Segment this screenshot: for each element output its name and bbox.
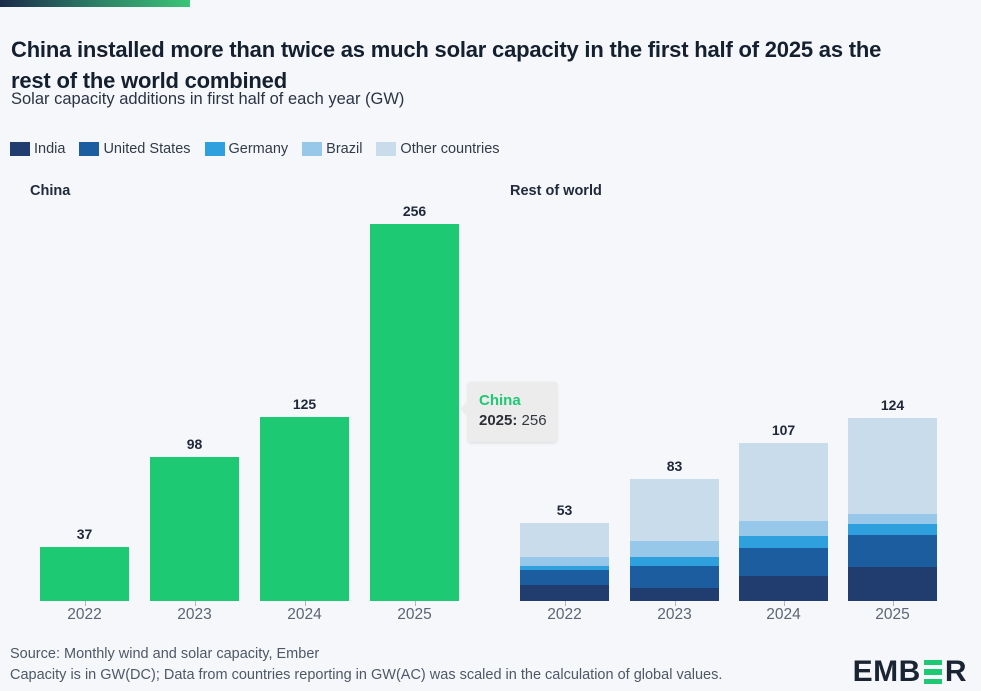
bar-segment-other-countries-2023[interactable]	[630, 478, 719, 541]
bar-segment-germany-2022[interactable]	[520, 565, 609, 571]
bar-rest-of-world-2025[interactable]	[848, 418, 937, 601]
ember-logo-text-r: R	[944, 655, 967, 688]
bar-value-label-china-2023: 98	[186, 435, 203, 452]
legend-item-brazil: Brazil	[302, 141, 362, 157]
legend-item-other-countries: Other countries	[376, 141, 500, 157]
chart-tooltip: China 2025: 256	[460, 382, 557, 442]
bar-value-label-china-2022: 37	[76, 525, 93, 542]
bar-china-2024[interactable]	[260, 416, 349, 601]
bar-segment-brazil-2025[interactable]	[848, 514, 937, 524]
bar-value-label-rest-of-world-2023: 83	[666, 457, 683, 474]
page-title: China installed more than twice as much …	[11, 36, 882, 93]
axis-tick	[194, 601, 196, 606]
x-axis-label-china-2024: 2024	[287, 606, 322, 623]
bar-segment-other-countries-2022[interactable]	[520, 522, 609, 557]
x-axis-label-china-2025: 2025	[397, 606, 432, 623]
methodology-note: Capacity is in GW(DC); Data from countri…	[10, 667, 723, 683]
legend-item-label: Other countries	[400, 141, 500, 157]
bar-china-2025[interactable]	[370, 224, 459, 601]
bar-segment-united-states-2023[interactable]	[630, 565, 719, 588]
x-axis-label-china-2023: 2023	[177, 606, 212, 623]
legend: India United States Germany Brazil Other cou…	[10, 141, 500, 157]
bar-segment-india-2025[interactable]	[848, 567, 937, 601]
bar-segment-germany-2023[interactable]	[630, 556, 719, 566]
tooltip-arrow-icon	[460, 401, 468, 417]
source-note: Source: Monthly wind and solar capacity,…	[10, 646, 320, 662]
axis-tick	[674, 601, 676, 606]
brand-accent-bar	[0, 0, 190, 7]
axis-tick	[892, 601, 894, 606]
bar-value-label-rest-of-world-2022: 53	[556, 501, 573, 518]
bar-rest-of-world-2024[interactable]	[739, 443, 828, 601]
axis-tick	[304, 601, 306, 606]
x-axis-label-rest-of-world-2025: 2025	[875, 606, 910, 623]
legend-item-germany: Germany	[204, 141, 289, 157]
axis-tick	[783, 601, 785, 606]
axis-tick	[84, 601, 86, 606]
bar-segment-other-countries-2024[interactable]	[739, 443, 828, 522]
ember-logo: EMB R	[853, 655, 967, 689]
chart-subtitle: Solar capacity additions in first half o…	[11, 90, 405, 108]
tooltip-year: 2025:	[479, 412, 518, 429]
x-axis-label-rest-of-world-2023: 2023	[657, 606, 692, 623]
bar-segment-united-states-2022[interactable]	[520, 570, 609, 585]
bar-rest-of-world-2022[interactable]	[520, 522, 609, 601]
bar-segment-united-states-2025[interactable]	[848, 534, 937, 568]
bar-segment-india-2023[interactable]	[630, 587, 719, 601]
bar-rest-of-world-2023[interactable]	[630, 478, 719, 601]
bar-segment-germany-2024[interactable]	[739, 536, 828, 548]
legend-item-united-states: United States	[79, 141, 191, 157]
bar-segment-brazil-2022[interactable]	[520, 556, 609, 566]
legend-item-india: India	[10, 141, 65, 157]
x-axis-label-rest-of-world-2024: 2024	[766, 606, 801, 623]
ember-logo-e-bars-icon	[923, 659, 942, 685]
bar-value-label-china-2025: 256	[402, 203, 427, 219]
legend-swatch-icon	[204, 142, 225, 156]
legend-item-label: India	[34, 141, 66, 157]
bar-segment-other-countries-2025[interactable]	[848, 418, 937, 515]
bar-segment-brazil-2023[interactable]	[630, 540, 719, 557]
bar-segment-united-states-2024[interactable]	[739, 547, 828, 576]
legend-swatch-icon	[10, 142, 30, 156]
bar-segment-india-2024[interactable]	[739, 575, 828, 601]
rest-of-world-chart-label: Rest of world	[510, 183, 602, 199]
x-axis-label-china-2022: 2022	[67, 606, 102, 623]
tooltip-series-name: China	[479, 392, 521, 409]
legend-swatch-icon	[79, 142, 100, 156]
bar-segment-india-2022[interactable]	[520, 584, 609, 601]
tooltip-value-row: 2025: 256	[479, 412, 557, 429]
legend-swatch-icon	[302, 142, 323, 156]
ember-logo-text-emb: EMB	[852, 655, 921, 688]
bar-value-label-rest-of-world-2024: 107	[771, 422, 796, 439]
axis-tick	[564, 601, 566, 606]
bar-china-2022[interactable]	[40, 546, 129, 601]
legend-swatch-icon	[376, 142, 397, 156]
bar-value-label-rest-of-world-2025: 124	[880, 397, 905, 414]
bar-segment-germany-2025[interactable]	[848, 523, 937, 535]
china-chart-label: China	[30, 183, 71, 199]
bar-value-label-china-2024: 125	[292, 395, 317, 412]
axis-tick	[414, 601, 416, 606]
x-axis-label-rest-of-world-2022: 2022	[547, 606, 582, 623]
legend-item-label: United States	[103, 141, 191, 157]
legend-item-label: Brazil	[326, 141, 363, 157]
bar-segment-brazil-2024[interactable]	[739, 521, 828, 537]
bar-china-2023[interactable]	[150, 456, 239, 601]
legend-item-label: Germany	[228, 141, 289, 157]
tooltip-value: 256	[521, 412, 547, 429]
